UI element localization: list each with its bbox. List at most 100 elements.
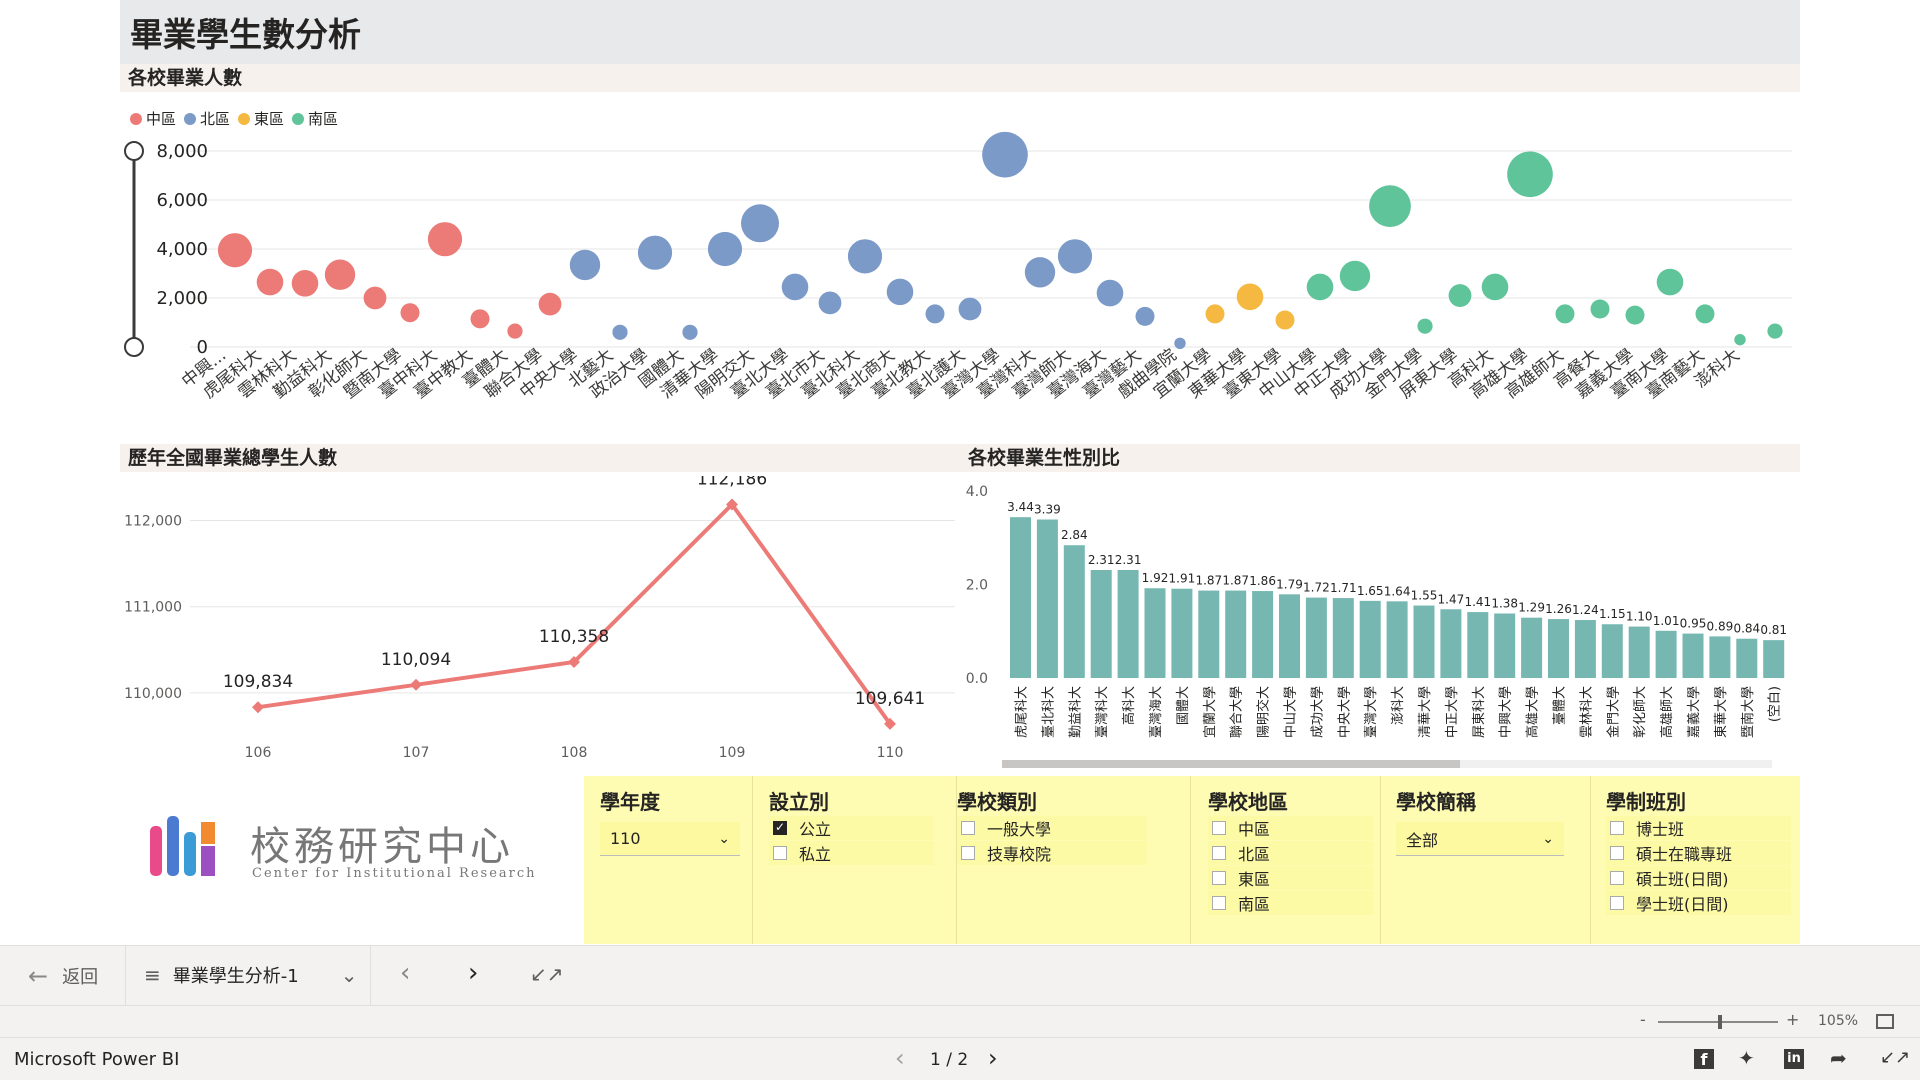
app-name: Microsoft Power BI <box>14 1049 180 1070</box>
checkbox-region-central[interactable]: 中區 <box>1208 816 1373 840</box>
slicer-divider <box>956 776 957 944</box>
bubble-point <box>427 222 463 257</box>
page-counter: 1 / 2 <box>930 1050 969 1070</box>
data-label: 1.79 <box>1276 577 1303 591</box>
legend-dot-east <box>238 112 251 125</box>
data-point <box>252 701 264 714</box>
data-label: 1.38 <box>1491 596 1518 610</box>
bubble-legend[interactable]: 中區 北區 東區 南區 <box>126 108 338 129</box>
bubble-chart[interactable]: 02,0004,0006,0008,000中興...虎尾科大雲林科大勤益科大彰化… <box>120 130 1800 430</box>
bubble-point <box>324 259 356 290</box>
checkbox-master-inservice[interactable]: 碩士在職專班 <box>1606 841 1791 865</box>
school-dropdown[interactable]: 全部 ⌄ <box>1396 822 1564 856</box>
page-navigation-bar: ← 返回 ≡ 畢業學生分析-1 ⌄ ‹ › ↙↗ <box>0 945 1920 1006</box>
twitter-icon[interactable]: ✦ <box>1738 1046 1755 1070</box>
bubble-point <box>470 309 490 329</box>
checkbox-public[interactable]: 公立 <box>769 816 934 840</box>
checkbox-icon <box>1212 846 1226 860</box>
bubble-point <box>682 324 698 340</box>
year-dropdown[interactable]: 110 ⌄ <box>600 822 740 856</box>
chevron-down-icon: ⌄ <box>1542 830 1554 847</box>
bubble-point <box>1306 273 1334 301</box>
footer-next-button[interactable]: › <box>988 1044 998 1072</box>
logo-subtitle: Center for Institutional Research <box>252 866 537 881</box>
x-tick-label: (空白) <box>1767 686 1783 722</box>
logo-icon <box>146 812 236 882</box>
data-label: 1.91 <box>1169 572 1196 586</box>
bubble-point <box>1507 151 1553 198</box>
range-slider-handle-top <box>124 141 144 161</box>
checkbox-region-south[interactable]: 南區 <box>1208 891 1373 915</box>
checkbox-icon <box>1212 871 1226 885</box>
checkbox-bachelor-day[interactable]: 學士班(日間) <box>1606 891 1791 915</box>
bar <box>1467 612 1489 678</box>
y-tick-label: 112,000 <box>124 513 182 529</box>
share-icon[interactable]: ➦ <box>1830 1046 1847 1070</box>
exit-fullscreen-button[interactable]: ↙↗ <box>530 962 564 986</box>
y-tick-label: 111,000 <box>124 600 182 616</box>
x-tick-label: 臺灣大學 <box>1364 686 1379 738</box>
facebook-icon[interactable]: f <box>1694 1049 1714 1069</box>
y-tick-label: 2,000 <box>156 288 208 309</box>
checkbox-region-north-label: 北區 <box>1238 845 1271 864</box>
checkbox-region-east-label: 東區 <box>1238 870 1271 889</box>
bubble-point <box>400 303 420 323</box>
next-page-button[interactable]: › <box>468 958 478 988</box>
bar <box>1655 630 1677 678</box>
x-tick-label: 高科大 <box>1121 686 1137 725</box>
checkbox-public-label: 公立 <box>799 820 832 839</box>
checkbox-master-day[interactable]: 碩士班(日間) <box>1606 866 1791 890</box>
bubble-point <box>1275 310 1295 330</box>
data-label: 0.89 <box>1707 619 1734 633</box>
zoom-in-button[interactable]: + <box>1786 1010 1800 1029</box>
checkbox-region-east[interactable]: 東區 <box>1208 866 1373 890</box>
fit-to-page-icon[interactable] <box>1876 1014 1894 1029</box>
back-button[interactable]: ← 返回 <box>28 962 98 990</box>
zoom-out-button[interactable]: - <box>1640 1010 1646 1029</box>
collapse-icon: ↙↗ <box>530 962 564 986</box>
data-label: 2.31 <box>1115 553 1142 567</box>
y-tick-label: 0 <box>197 337 208 358</box>
checkbox-icon <box>773 846 787 860</box>
zoom-slider-thumb[interactable] <box>1718 1015 1722 1029</box>
data-label: 1.87 <box>1195 574 1222 588</box>
y-tick-label: 4,000 <box>156 239 208 260</box>
bubble-point <box>847 239 883 274</box>
y-tick-label: 6,000 <box>156 190 208 211</box>
bubble-point <box>1096 279 1124 307</box>
bar <box>1736 638 1758 678</box>
data-label: 1.24 <box>1572 603 1599 617</box>
footer-previous-button[interactable]: ‹ <box>895 1044 905 1072</box>
checkbox-icon <box>1212 896 1226 910</box>
data-label: 112,186 <box>697 476 767 489</box>
data-point <box>726 498 738 511</box>
checkbox-tech-univ[interactable]: 技專校院 <box>957 841 1147 865</box>
checkbox-icon <box>1610 821 1624 835</box>
previous-page-button[interactable]: ‹ <box>400 958 410 988</box>
x-tick-label: 中山大學 <box>1284 686 1299 738</box>
bubble-point <box>1135 306 1155 326</box>
checkbox-phd[interactable]: 博士班 <box>1606 816 1791 840</box>
checkbox-region-north[interactable]: 北區 <box>1208 841 1373 865</box>
data-label: 0.81 <box>1760 623 1787 637</box>
year-dropdown-value: 110 <box>610 829 641 848</box>
data-point <box>884 717 896 730</box>
x-tick-label: 臺體大 <box>1553 686 1568 725</box>
bubble-point <box>1057 239 1093 274</box>
back-label: 返回 <box>62 967 99 988</box>
data-label: 1.55 <box>1411 589 1438 603</box>
zoom-level: 105% <box>1818 1013 1859 1029</box>
checkbox-tech-univ-label: 技專校院 <box>987 845 1052 864</box>
collapse-icon[interactable]: ↙↗ <box>1880 1047 1911 1068</box>
checkbox-general-univ[interactable]: 一般大學 <box>957 816 1147 840</box>
data-label: 1.64 <box>1384 584 1411 598</box>
line-chart[interactable]: 110,000 111,000 112,000 109,834 106 110,094 10… <box>120 476 960 766</box>
bar <box>1494 613 1516 678</box>
linkedin-icon[interactable]: in <box>1784 1049 1804 1069</box>
data-label: 1.87 <box>1222 574 1249 588</box>
bubble-point <box>217 233 253 268</box>
checkbox-private[interactable]: 私立 <box>769 841 934 865</box>
page-selector[interactable]: ≡ 畢業學生分析-1 ⌄ <box>144 962 357 988</box>
x-tick-label: 109 <box>719 745 746 761</box>
bar-chart[interactable]: 0.0 2.0 4.0 3.44 虎尾科大 3.39 臺北科大 2.84 勤益科大 2.31 臺灣科… <box>960 476 1800 776</box>
